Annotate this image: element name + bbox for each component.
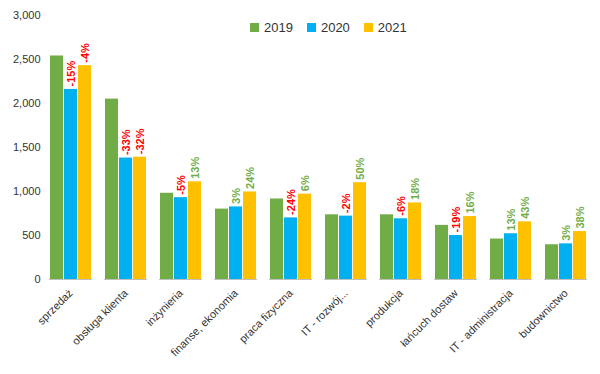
svg-text:-2%: -2% [340,193,352,213]
svg-text:43%: 43% [519,197,531,219]
svg-text:-5%: -5% [175,175,187,195]
svg-text:13%: 13% [505,209,517,231]
svg-text:3%: 3% [230,188,242,204]
svg-text:1,500: 1,500 [13,141,41,153]
html-text:2019: 2019 [264,20,293,35]
svg-text:IT - rozwój...: IT - rozwój... [299,287,350,338]
svg-text:-19%: -19% [450,207,462,233]
svg-text:-33%: -33% [120,129,132,155]
svg-text:2,000: 2,000 [13,97,41,109]
svg-text:38%: 38% [574,206,586,228]
svg-text:praca fizyczna: praca fizyczna [237,286,296,345]
svg-text:budownictwo: budownictwo [516,287,569,340]
svg-text:18%: 18% [409,178,421,200]
svg-text:finanse, ekonomia: finanse, ekonomia [168,286,240,358]
svg-text:produkcja: produkcja [363,286,406,329]
svg-text:3,000: 3,000 [13,9,41,21]
svg-text:500: 500 [22,229,40,241]
html-text:2020: 2020 [320,20,350,35]
svg-text:-6%: -6% [395,196,407,216]
svg-text:obsługa klienta: obsługa klienta [70,286,131,347]
svg-text:łańcuch dostaw: łańcuch dostaw [398,287,460,349]
html-text:2021: 2021 [377,20,407,35]
svg-text:-24%: -24% [285,189,297,215]
svg-text:3%: 3% [560,225,572,241]
svg-text:50%: 50% [354,157,366,179]
svg-text:inżynieria: inżynieria [144,286,186,328]
svg-text:-32%: -32% [134,128,146,154]
svg-text:2,500: 2,500 [13,53,41,65]
svg-text:-15%: -15% [65,61,77,87]
svg-text:-4%: -4% [79,43,91,63]
svg-text:IT - administracja: IT - administracja [447,286,516,355]
svg-text:13%: 13% [189,157,201,179]
svg-text:0: 0 [34,273,40,285]
svg-text:16%: 16% [464,191,476,213]
svg-text:24%: 24% [244,167,256,189]
svg-text:1,000: 1,000 [13,185,41,197]
svg-text:sprzedaż: sprzedaż [35,287,75,327]
svg-text:6%: 6% [299,175,311,191]
